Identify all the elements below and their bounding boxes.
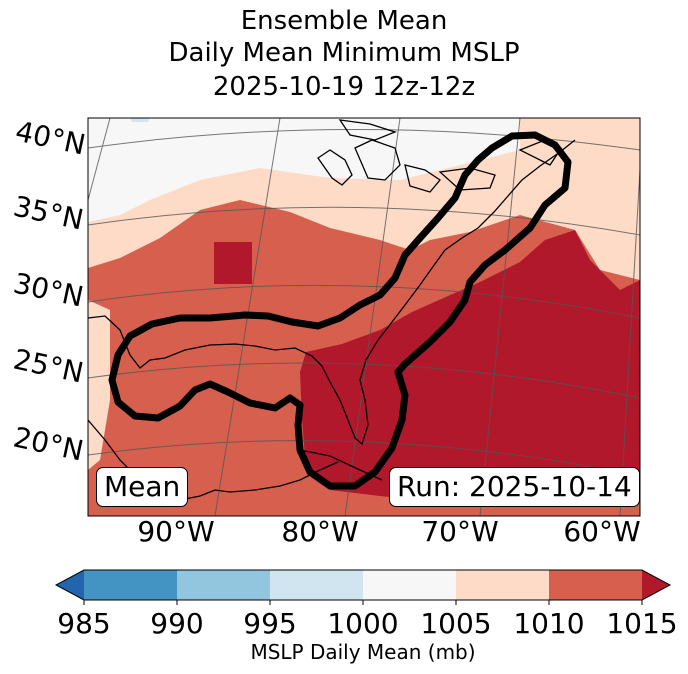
run-label: Run: 2025-10-14 (389, 467, 640, 507)
lat-label-25n: 25°N (11, 343, 87, 390)
pressure-field-1005-1010-southwest (88, 300, 110, 470)
lat-label-35n: 35°N (11, 190, 87, 237)
colorbar-extend-high (642, 570, 670, 600)
graticule (88, 118, 640, 516)
title-line-1: Ensemble Mean (240, 6, 448, 36)
colorbar-label: MSLP Daily Mean (mb) (250, 640, 476, 664)
colorbar-tick-label: 1015 (606, 607, 677, 638)
colorbar-bin (549, 570, 643, 600)
lat-label-20n: 20°N (11, 421, 87, 468)
colorbar-bin (456, 570, 550, 600)
colorbar-tick-label: 985 (57, 607, 110, 638)
title-line-3: 2025-10-19 12z-12z (212, 72, 476, 102)
title-line-2: Daily Mean Minimum MSLP (168, 38, 520, 68)
colorbar-bin (270, 570, 364, 600)
pressure-field-1000-1005 (88, 118, 520, 222)
lon-label-80w: 80°W (281, 515, 358, 548)
mean-label: Mean (96, 467, 189, 507)
lon-label-60w: 60°W (563, 515, 640, 548)
colorbar-bin (363, 570, 457, 600)
pressure-field-above-1015-inland (214, 242, 252, 284)
colorbar: 985 990 995 1000 1005 1010 1015 (54, 569, 678, 638)
pressure-field-above-1015 (300, 230, 640, 500)
colorbar-extend-low (56, 570, 84, 600)
map-area: 40°N 35°N 30°N 25°N 20°N 90°W 80°W 70°W … (11, 115, 641, 548)
lat-label-30n: 30°N (11, 267, 87, 314)
map-frame (87, 117, 641, 517)
lon-label-90w: 90°W (137, 515, 214, 548)
lat-label-40n: 40°N (13, 115, 89, 162)
outlook-contour (108, 131, 572, 490)
pressure-field-995-1000 (130, 118, 150, 122)
lon-label-70w: 70°W (421, 515, 498, 548)
colorbar-tick-label: 995 (243, 607, 296, 638)
colorbar-tick-label: 1010 (513, 607, 584, 638)
colorbar-tick-label: 990 (150, 607, 203, 638)
colorbar-bin (84, 570, 178, 600)
colorbar-bin (177, 570, 271, 600)
colorbar-tick-label: 1005 (420, 607, 491, 638)
colorbar-tick-label: 1000 (327, 607, 398, 638)
